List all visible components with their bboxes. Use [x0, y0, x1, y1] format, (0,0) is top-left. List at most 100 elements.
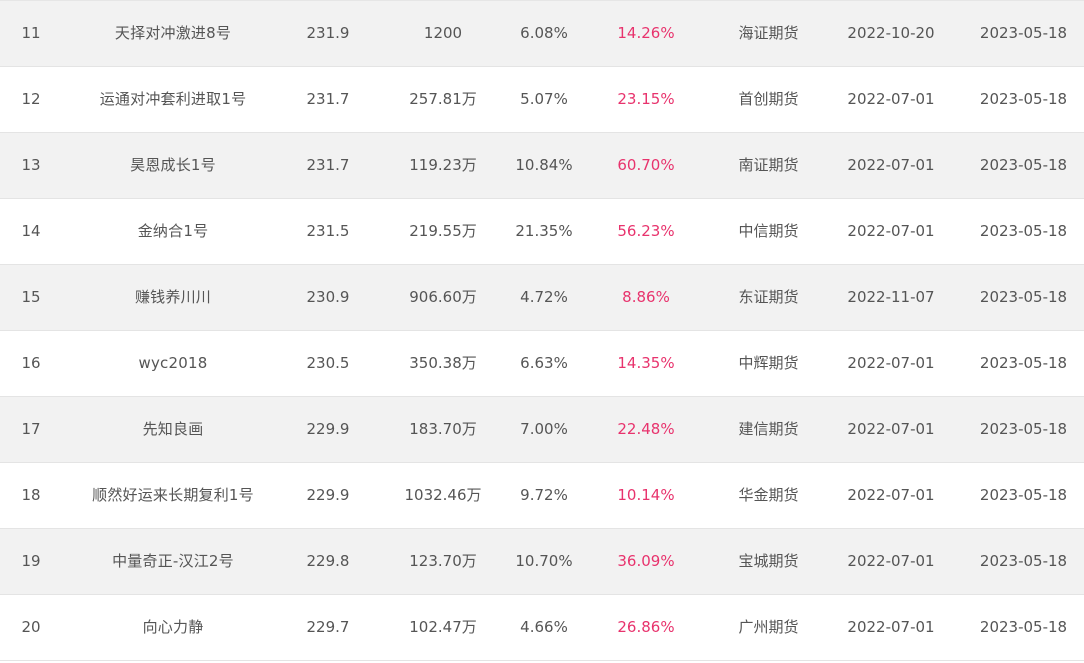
drawdown-cell: 9.72% — [520, 486, 568, 504]
end-date-cell: 2023-05-18 — [979, 288, 1068, 306]
broker-cell: 首创期货 — [738, 90, 799, 108]
table-row[interactable]: 13 昊恩成长1号 231.7 119.23万 10.84% 60.70% 南证… — [0, 133, 1084, 199]
return-cell: 10.14% — [617, 486, 675, 504]
end-date-cell: 2023-05-18 — [979, 222, 1068, 240]
table-row[interactable]: 15 赚钱养川川 230.9 906.60万 4.72% 8.86% 东证期货 … — [0, 265, 1084, 331]
scale-cell: 119.23万 — [409, 156, 477, 174]
drawdown-cell: 6.08% — [520, 24, 568, 42]
drawdown-cell: 10.70% — [515, 552, 573, 570]
rank-cell: 11 — [21, 24, 41, 42]
return-cell: 26.86% — [617, 618, 675, 636]
broker-cell: 中辉期货 — [738, 354, 799, 372]
start-date-cell: 2022-07-01 — [847, 90, 935, 108]
rank-cell: 15 — [21, 288, 41, 306]
score-cell: 231.5 — [306, 222, 350, 240]
start-date-cell: 2022-11-07 — [847, 288, 935, 306]
rank-cell: 14 — [21, 222, 41, 240]
drawdown-cell: 4.72% — [520, 288, 568, 306]
return-cell: 8.86% — [622, 288, 670, 306]
product-name-cell[interactable]: 金纳合1号 — [137, 222, 209, 240]
table-row[interactable]: 16 wyc2018 230.5 350.38万 6.63% 14.35% 中辉… — [0, 331, 1084, 397]
broker-cell: 东证期货 — [738, 288, 799, 306]
scale-cell: 257.81万 — [409, 90, 477, 108]
score-cell: 229.7 — [306, 618, 350, 636]
rank-cell: 13 — [21, 156, 41, 174]
end-date-cell: 2023-05-18 — [979, 24, 1068, 42]
scale-cell: 350.38万 — [409, 354, 477, 372]
score-cell: 231.7 — [306, 156, 350, 174]
scale-cell: 1200 — [423, 24, 463, 42]
table-row[interactable]: 17 先知良画 229.9 183.70万 7.00% 22.48% 建信期货 … — [0, 397, 1084, 463]
start-date-cell: 2022-07-01 — [847, 552, 935, 570]
product-name-cell[interactable]: 天择对冲激进8号 — [114, 24, 232, 42]
broker-cell: 海证期货 — [738, 24, 799, 42]
end-date-cell: 2023-05-18 — [979, 420, 1068, 438]
start-date-cell: 2022-07-01 — [847, 354, 935, 372]
drawdown-cell: 4.66% — [520, 618, 568, 636]
return-cell: 22.48% — [617, 420, 675, 438]
end-date-cell: 2023-05-18 — [979, 552, 1068, 570]
rank-cell: 19 — [21, 552, 41, 570]
return-cell: 14.26% — [617, 24, 675, 42]
return-cell: 14.35% — [617, 354, 675, 372]
product-name-cell[interactable]: 运通对冲套利进取1号 — [99, 90, 247, 108]
table-row[interactable]: 18 顺然好运来长期复利1号 229.9 1032.46万 9.72% 10.1… — [0, 463, 1084, 529]
score-cell: 230.9 — [306, 288, 350, 306]
drawdown-cell: 21.35% — [515, 222, 573, 240]
broker-cell: 广州期货 — [738, 618, 799, 636]
return-cell: 36.09% — [617, 552, 675, 570]
return-cell: 56.23% — [617, 222, 675, 240]
table-row[interactable]: 14 金纳合1号 231.5 219.55万 21.35% 56.23% 中信期… — [0, 199, 1084, 265]
scale-cell: 123.70万 — [409, 552, 477, 570]
rank-cell: 20 — [21, 618, 41, 636]
end-date-cell: 2023-05-18 — [979, 618, 1068, 636]
end-date-cell: 2023-05-18 — [979, 486, 1068, 504]
table-row[interactable]: 12 运通对冲套利进取1号 231.7 257.81万 5.07% 23.15%… — [0, 67, 1084, 133]
start-date-cell: 2022-07-01 — [847, 156, 935, 174]
return-cell: 60.70% — [617, 156, 675, 174]
scale-cell: 219.55万 — [409, 222, 477, 240]
scale-cell: 102.47万 — [409, 618, 477, 636]
rank-cell: 12 — [21, 90, 41, 108]
return-cell: 23.15% — [617, 90, 675, 108]
start-date-cell: 2022-07-01 — [847, 420, 935, 438]
end-date-cell: 2023-05-18 — [979, 354, 1068, 372]
start-date-cell: 2022-10-20 — [847, 24, 935, 42]
score-cell: 230.5 — [306, 354, 350, 372]
end-date-cell: 2023-05-18 — [979, 90, 1068, 108]
score-cell: 229.9 — [306, 486, 350, 504]
product-name-cell[interactable]: 顺然好运来长期复利1号 — [92, 486, 254, 504]
table-row[interactable]: 19 中量奇正-汉江2号 229.8 123.70万 10.70% 36.09%… — [0, 529, 1084, 595]
rank-cell: 18 — [21, 486, 41, 504]
drawdown-cell: 5.07% — [520, 90, 568, 108]
broker-cell: 宝城期货 — [738, 552, 799, 570]
product-name-cell[interactable]: wyc2018 — [138, 354, 208, 372]
product-name-cell[interactable]: 昊恩成长1号 — [130, 156, 216, 174]
scale-cell: 1032.46万 — [404, 486, 482, 504]
score-cell: 231.9 — [306, 24, 350, 42]
start-date-cell: 2022-07-01 — [847, 486, 935, 504]
scale-cell: 183.70万 — [409, 420, 477, 438]
table-row[interactable]: 20 向心力静 229.7 102.47万 4.66% 26.86% 广州期货 … — [0, 595, 1084, 661]
product-name-cell[interactable]: 向心力静 — [142, 618, 204, 636]
rank-cell: 17 — [21, 420, 41, 438]
score-cell: 229.9 — [306, 420, 350, 438]
broker-cell: 建信期货 — [738, 420, 799, 438]
score-cell: 229.8 — [306, 552, 350, 570]
product-name-cell[interactable]: 赚钱养川川 — [134, 288, 211, 306]
scale-cell: 906.60万 — [409, 288, 477, 306]
broker-cell: 中信期货 — [738, 222, 799, 240]
drawdown-cell: 6.63% — [520, 354, 568, 372]
product-name-cell[interactable]: 中量奇正-汉江2号 — [112, 552, 234, 570]
start-date-cell: 2022-07-01 — [847, 222, 935, 240]
table-row[interactable]: 11 天择对冲激进8号 231.9 1200 6.08% 14.26% 海证期货… — [0, 1, 1084, 67]
broker-cell: 华金期货 — [738, 486, 799, 504]
product-name-cell[interactable]: 先知良画 — [142, 420, 204, 438]
rank-cell: 16 — [21, 354, 41, 372]
end-date-cell: 2023-05-18 — [979, 156, 1068, 174]
drawdown-cell: 10.84% — [515, 156, 573, 174]
start-date-cell: 2022-07-01 — [847, 618, 935, 636]
broker-cell: 南证期货 — [738, 156, 799, 174]
score-cell: 231.7 — [306, 90, 350, 108]
